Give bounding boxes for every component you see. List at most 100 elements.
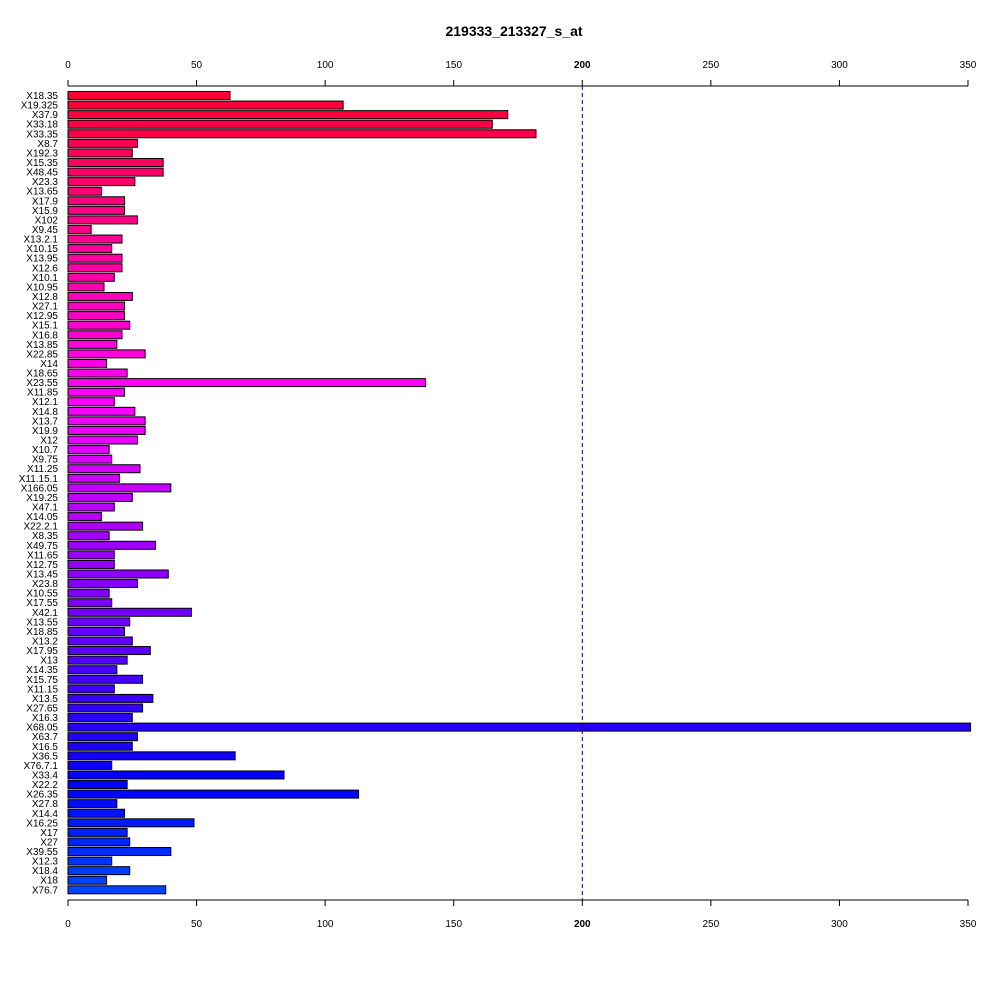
category-label: X37.9	[32, 110, 59, 121]
bar	[67, 387, 126, 397]
bar	[67, 674, 144, 684]
top-tick-label: 100	[317, 60, 334, 71]
bar	[67, 866, 131, 876]
bar	[67, 684, 115, 694]
category-label: X13	[40, 656, 58, 667]
bar	[67, 540, 156, 550]
category-label: X10.55	[26, 589, 58, 600]
category-label: X12.6	[32, 263, 59, 274]
category-label: X10.7	[32, 445, 59, 456]
category-label: X27.1	[32, 302, 59, 313]
bar	[67, 330, 123, 340]
bar	[67, 215, 138, 225]
category-label: X11.65	[27, 550, 58, 561]
category-label: X23.8	[32, 579, 59, 590]
bar	[67, 224, 92, 234]
category-label: X23.3	[32, 177, 59, 188]
category-label: X18.35	[26, 91, 58, 102]
bar	[67, 655, 128, 665]
bar	[67, 598, 113, 608]
top-tick-label: 50	[191, 60, 203, 71]
category-label: X12.1	[32, 397, 59, 408]
category-label: X76.7.1	[24, 761, 59, 772]
bar	[67, 483, 172, 493]
bar	[67, 751, 236, 761]
bottom-tick-label: 50	[191, 919, 203, 930]
category-label: X17.95	[26, 646, 58, 657]
bar	[67, 492, 133, 502]
category-label: X47.1	[32, 503, 59, 514]
bar	[67, 311, 126, 321]
category-label: X12.75	[26, 560, 58, 571]
bar	[67, 521, 144, 531]
bar	[67, 741, 133, 751]
category-label: X10.95	[26, 282, 58, 293]
category-label: X27.8	[32, 799, 59, 810]
category-label: X13.45	[26, 570, 58, 581]
bar	[67, 91, 231, 100]
category-label: X36.5	[32, 751, 59, 762]
bar	[67, 263, 123, 273]
category-label: X13.55	[26, 617, 58, 628]
category-label: X12.8	[32, 292, 59, 303]
category-label: X12.3	[32, 857, 59, 868]
bar	[67, 646, 151, 656]
bar	[67, 425, 146, 435]
bar	[67, 665, 118, 675]
bar	[67, 301, 126, 311]
category-label: X15.75	[26, 675, 58, 686]
category-label: X14.8	[32, 407, 59, 418]
category-label: X16.8	[32, 330, 59, 341]
bottom-axis: 0 50 100 150 200 250 300 350	[65, 899, 977, 930]
bar	[67, 550, 115, 560]
category-label: X16.5	[32, 742, 59, 753]
bar	[67, 847, 172, 857]
category-label: X11.25	[27, 464, 58, 475]
bar	[67, 799, 118, 809]
bar	[67, 349, 146, 359]
category-label: X11.15.1	[19, 474, 59, 485]
category-label: X23.55	[26, 378, 58, 389]
bar	[67, 760, 113, 770]
bar	[67, 435, 138, 445]
category-label: X13.7	[32, 416, 59, 427]
bar	[67, 464, 141, 474]
bar	[67, 531, 110, 541]
bottom-tick-label: 150	[445, 919, 462, 930]
bar	[67, 339, 118, 349]
bar	[67, 732, 138, 742]
category-label: X13.2	[32, 636, 59, 647]
bottom-tick-label: 100	[317, 919, 334, 930]
bar	[67, 607, 192, 617]
category-label: X14.35	[26, 665, 58, 676]
top-tick-label: 0	[65, 60, 71, 71]
bars	[67, 91, 972, 895]
category-label: X166.05	[21, 483, 59, 494]
bottom-tick-label: 200	[574, 919, 591, 930]
category-label: X33.18	[26, 120, 58, 131]
bottom-tick-label: 350	[960, 919, 977, 930]
bottom-tick-label: 250	[703, 919, 720, 930]
bar	[67, 808, 126, 818]
bar	[67, 244, 113, 254]
top-tick-label: 250	[703, 60, 720, 71]
bar	[67, 780, 128, 790]
category-label: X33.35	[26, 129, 58, 140]
category-label: X18.65	[26, 369, 58, 380]
bar	[67, 559, 115, 569]
bar	[67, 569, 169, 579]
chart-title: 219333_213327_s_at	[445, 23, 582, 39]
category-label: X27	[40, 837, 58, 848]
category-label: X13.5	[32, 694, 59, 705]
bar	[67, 320, 131, 330]
category-label: X76.7	[32, 885, 59, 896]
bar	[67, 157, 164, 167]
bar	[67, 110, 509, 120]
category-label: X63.7	[32, 732, 59, 743]
category-label: X22.2	[32, 780, 59, 791]
bar	[67, 693, 154, 703]
category-label: X19.325	[21, 101, 59, 112]
bar	[67, 119, 493, 129]
category-label: X15.1	[32, 321, 59, 332]
category-label: X17.55	[26, 598, 58, 609]
